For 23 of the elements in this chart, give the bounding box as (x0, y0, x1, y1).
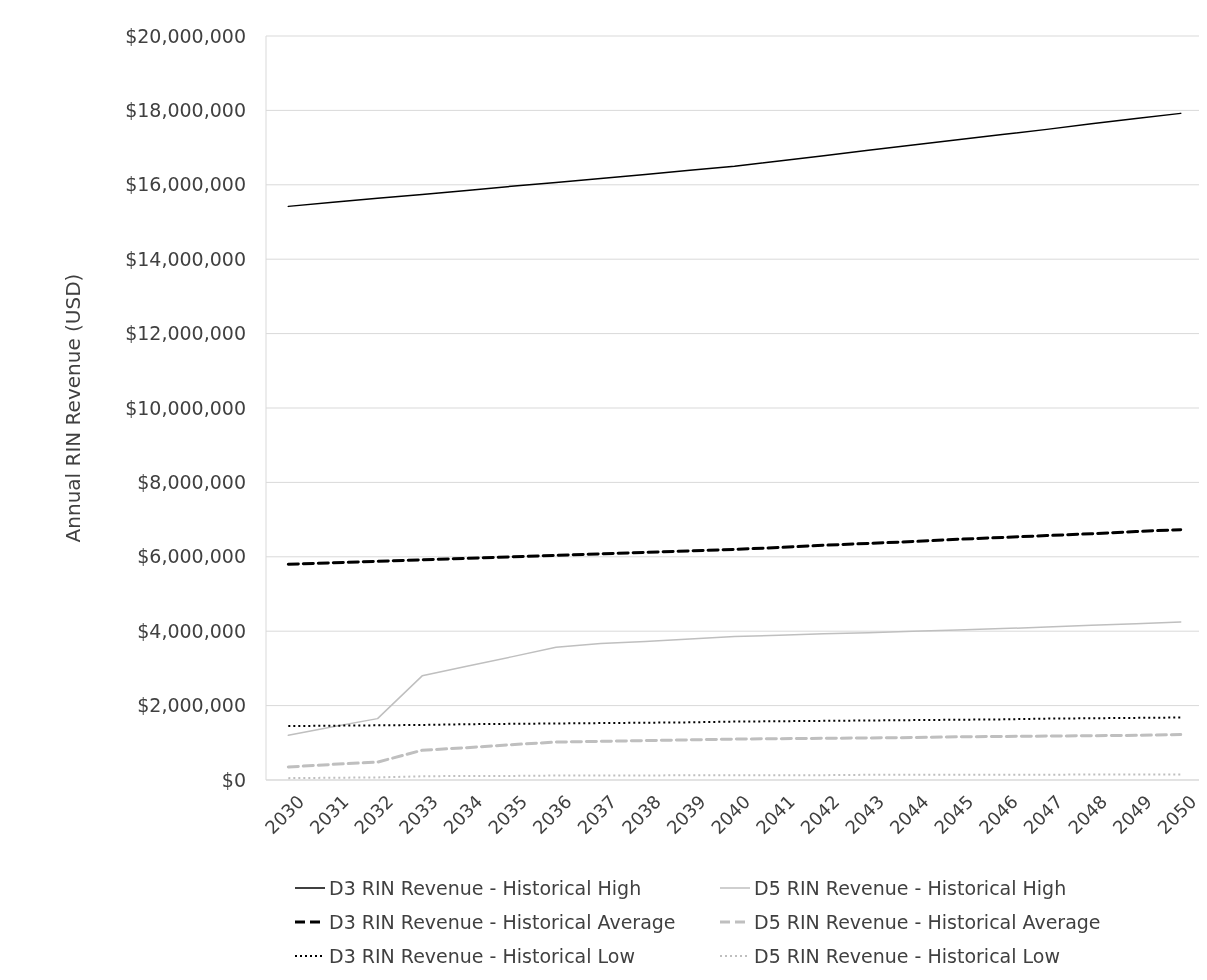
y-axis-title: Annual RIN Revenue (USD) (61, 273, 85, 543)
y-tick-label: $12,000,000 (125, 322, 246, 345)
y-tick-label: $18,000,000 (125, 99, 246, 122)
line-series (287, 112, 1182, 208)
y-tick-label: $6,000,000 (137, 545, 246, 568)
line-series (286, 733, 1183, 769)
line-series (286, 528, 1183, 566)
y-tick-label: $14,000,000 (125, 247, 246, 270)
legend-label: D5 RIN Revenue - Historical High (754, 876, 1067, 899)
y-tick-label: $4,000,000 (137, 619, 246, 642)
legend-label: D3 RIN Revenue - Historical Average (329, 910, 676, 933)
y-tick-label: $16,000,000 (125, 173, 246, 196)
legend-label: D3 RIN Revenue - Historical High (329, 876, 642, 899)
legend-label: D3 RIN Revenue - Historical Low (329, 944, 635, 967)
y-tick-label: $2,000,000 (137, 694, 246, 717)
legend-label: D5 RIN Revenue - Historical Low (754, 944, 1060, 967)
y-tick-label: $10,000,000 (125, 396, 246, 419)
line-series (287, 621, 1182, 737)
y-tick-label: $20,000,000 (125, 24, 246, 47)
y-tick-label: $8,000,000 (137, 471, 246, 494)
legend-label: D5 RIN Revenue - Historical Average (754, 910, 1101, 933)
line-series (287, 716, 1182, 728)
y-tick-label: $0 (221, 768, 246, 791)
